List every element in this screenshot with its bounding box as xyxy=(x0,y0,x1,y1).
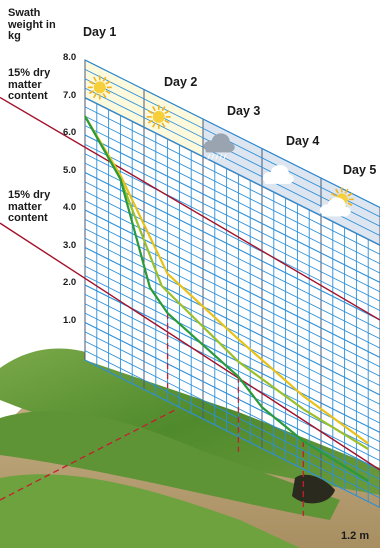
grid-line-horizontal xyxy=(84,322,380,471)
dry-matter-line xyxy=(0,222,380,471)
grid-line-horizontal xyxy=(84,106,380,255)
grid-line-horizontal xyxy=(84,97,380,246)
sun-icon xyxy=(87,75,112,100)
rain-cloud-icon xyxy=(203,133,235,160)
day-label: Day 5 xyxy=(343,163,377,177)
swath-row-front xyxy=(0,474,300,548)
grid-line-horizontal xyxy=(84,153,380,302)
grid-line-horizontal xyxy=(84,350,380,499)
grid-line-horizontal xyxy=(84,256,380,405)
y-tick-label: 8.0 xyxy=(63,52,77,63)
cloud-icon xyxy=(262,164,294,184)
y-tick-label: 2.0 xyxy=(63,277,77,288)
grid-line-horizontal xyxy=(84,125,380,274)
sun-icon xyxy=(146,104,171,129)
grid-line-horizontal xyxy=(84,275,380,424)
grid-line-horizontal xyxy=(84,162,380,311)
grid-line-horizontal xyxy=(84,228,380,377)
series-lines xyxy=(84,115,369,482)
grid-line-horizontal xyxy=(84,172,380,321)
grid-line-horizontal xyxy=(84,209,380,358)
grid-line-horizontal xyxy=(84,237,380,386)
grid-line-horizontal xyxy=(84,247,380,396)
y-axis-title: Swath weight in kg xyxy=(8,7,56,43)
sun-cloud-icon xyxy=(319,187,354,217)
day-label: Day 1 xyxy=(83,25,117,39)
y-tick-label: 6.0 xyxy=(63,127,77,138)
y-tick-label: 5.0 xyxy=(63,164,77,176)
weather-icons xyxy=(87,75,354,217)
grid-line-horizontal xyxy=(84,312,380,461)
grid-line-horizontal xyxy=(84,69,380,218)
series-line-1 xyxy=(84,115,369,445)
horizontal-grid xyxy=(84,59,380,508)
ground-dashed-line xyxy=(0,409,176,501)
grid-line-horizontal xyxy=(84,134,380,283)
swath-row-middle xyxy=(0,411,340,520)
ref-label-lower: 15% dry matter content xyxy=(8,189,51,225)
y-tick-label: 3.0 xyxy=(63,239,77,251)
y-tick-label: 7.0 xyxy=(63,89,77,101)
grid-line-horizontal xyxy=(84,115,380,265)
swath-row-back xyxy=(0,348,380,495)
day-label: Day 2 xyxy=(164,74,198,89)
series-line-3 xyxy=(84,115,369,482)
cloud-shape xyxy=(319,197,351,217)
y-tick-label: 1.0 xyxy=(63,314,77,326)
grid-line-horizontal xyxy=(84,144,380,293)
grid-line-horizontal xyxy=(84,265,380,415)
day-label: Day 4 xyxy=(286,133,320,148)
grid-line-horizontal xyxy=(84,359,380,508)
day-label: Day 3 xyxy=(227,104,261,118)
x-unit-label: 1.2 m xyxy=(341,530,370,542)
drop-lines xyxy=(166,313,304,517)
grid-line-horizontal xyxy=(84,219,380,368)
y-tick-label: 4.0 xyxy=(63,202,77,213)
dry-matter-line xyxy=(0,96,380,321)
grid-line-horizontal xyxy=(84,200,380,349)
grid-line-horizontal xyxy=(84,59,380,208)
grid-line-horizontal xyxy=(84,340,380,490)
grid-line-horizontal xyxy=(84,331,380,480)
reference-lines xyxy=(0,96,380,471)
ref-label-upper: 15% dry matter content xyxy=(8,67,51,103)
